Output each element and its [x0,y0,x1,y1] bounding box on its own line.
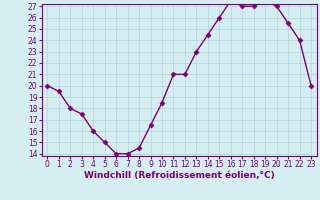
X-axis label: Windchill (Refroidissement éolien,°C): Windchill (Refroidissement éolien,°C) [84,171,275,180]
